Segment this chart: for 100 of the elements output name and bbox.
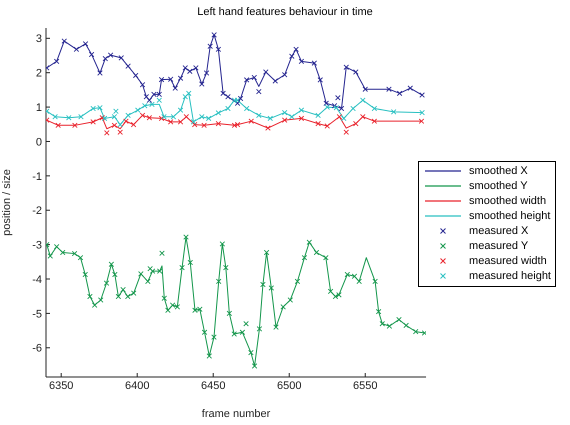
point <box>132 72 138 78</box>
point <box>156 97 162 103</box>
point <box>220 90 226 96</box>
point <box>178 119 184 125</box>
point <box>112 122 118 128</box>
point <box>350 106 356 112</box>
point <box>192 122 198 128</box>
x-tick-label: 6450 <box>200 380 226 392</box>
point <box>225 94 231 100</box>
point <box>343 64 349 70</box>
point <box>130 122 136 128</box>
point <box>99 114 105 120</box>
point <box>199 81 205 87</box>
point <box>72 122 78 128</box>
point <box>178 75 184 81</box>
point <box>324 104 330 110</box>
point <box>234 97 240 103</box>
point <box>125 112 131 118</box>
y-tick-label: 2 <box>36 68 42 80</box>
point <box>263 69 269 75</box>
point <box>252 74 258 80</box>
point <box>289 114 295 120</box>
point <box>54 58 60 64</box>
point <box>190 119 196 125</box>
point <box>372 118 378 124</box>
point <box>244 106 250 112</box>
chart-title: Left hand features behaviour in time <box>196 6 374 20</box>
y-tick-label: -5 <box>32 308 42 320</box>
point <box>298 58 304 64</box>
point <box>140 112 146 118</box>
point <box>204 70 210 76</box>
point <box>343 129 349 135</box>
point <box>55 122 61 128</box>
point <box>419 92 425 98</box>
point <box>112 114 118 120</box>
y-tick-label: 1 <box>36 102 42 114</box>
legend-label: measured height <box>469 270 551 282</box>
point <box>390 109 396 115</box>
point <box>102 56 108 62</box>
point <box>396 90 402 96</box>
point <box>225 106 231 112</box>
point <box>52 114 58 120</box>
y-tick-label: -6 <box>32 342 42 355</box>
point <box>184 114 190 120</box>
point <box>117 122 123 128</box>
point <box>66 114 72 120</box>
legend-label: smoothed height <box>469 210 550 222</box>
point <box>282 117 288 123</box>
point <box>323 100 329 106</box>
point <box>232 97 238 103</box>
point <box>135 107 141 113</box>
x-tick-label: 6550 <box>352 380 378 392</box>
point <box>353 69 359 75</box>
point <box>234 122 240 128</box>
point <box>324 123 330 129</box>
point <box>146 114 152 120</box>
point <box>372 106 378 112</box>
point <box>315 120 321 126</box>
point <box>74 46 80 52</box>
point <box>419 110 425 116</box>
point <box>418 118 424 124</box>
point <box>312 60 318 66</box>
point <box>360 97 366 103</box>
point <box>244 77 250 83</box>
point <box>234 100 240 106</box>
point <box>82 41 88 47</box>
point <box>298 107 304 113</box>
point <box>182 94 188 100</box>
point <box>265 125 271 131</box>
point <box>172 85 178 91</box>
point <box>248 118 254 124</box>
point <box>216 110 222 116</box>
point <box>104 130 110 136</box>
point <box>407 85 413 91</box>
legend-label: smoothed width <box>469 195 546 207</box>
point <box>360 114 366 120</box>
point <box>88 52 94 58</box>
y-axis-title: position / size <box>0 169 13 236</box>
point <box>97 70 103 76</box>
y-tick-label: -2 <box>32 205 42 218</box>
point <box>334 105 340 111</box>
point <box>341 116 347 122</box>
point <box>353 120 359 126</box>
point <box>232 122 238 128</box>
legend-label: measured Y <box>469 240 528 252</box>
y-tick-label: 3 <box>36 33 42 46</box>
point <box>211 32 217 38</box>
point <box>144 94 150 100</box>
point <box>78 114 84 120</box>
point <box>336 114 342 120</box>
point <box>113 108 119 114</box>
legend-label: smoothed Y <box>469 180 528 192</box>
point <box>216 46 222 52</box>
x-tick-label: 6350 <box>48 380 74 392</box>
point <box>289 53 295 59</box>
y-tick-label: -3 <box>32 240 42 252</box>
x-axis-title: frame number <box>202 408 271 420</box>
point <box>61 38 67 44</box>
point <box>298 116 304 122</box>
point <box>108 52 114 58</box>
